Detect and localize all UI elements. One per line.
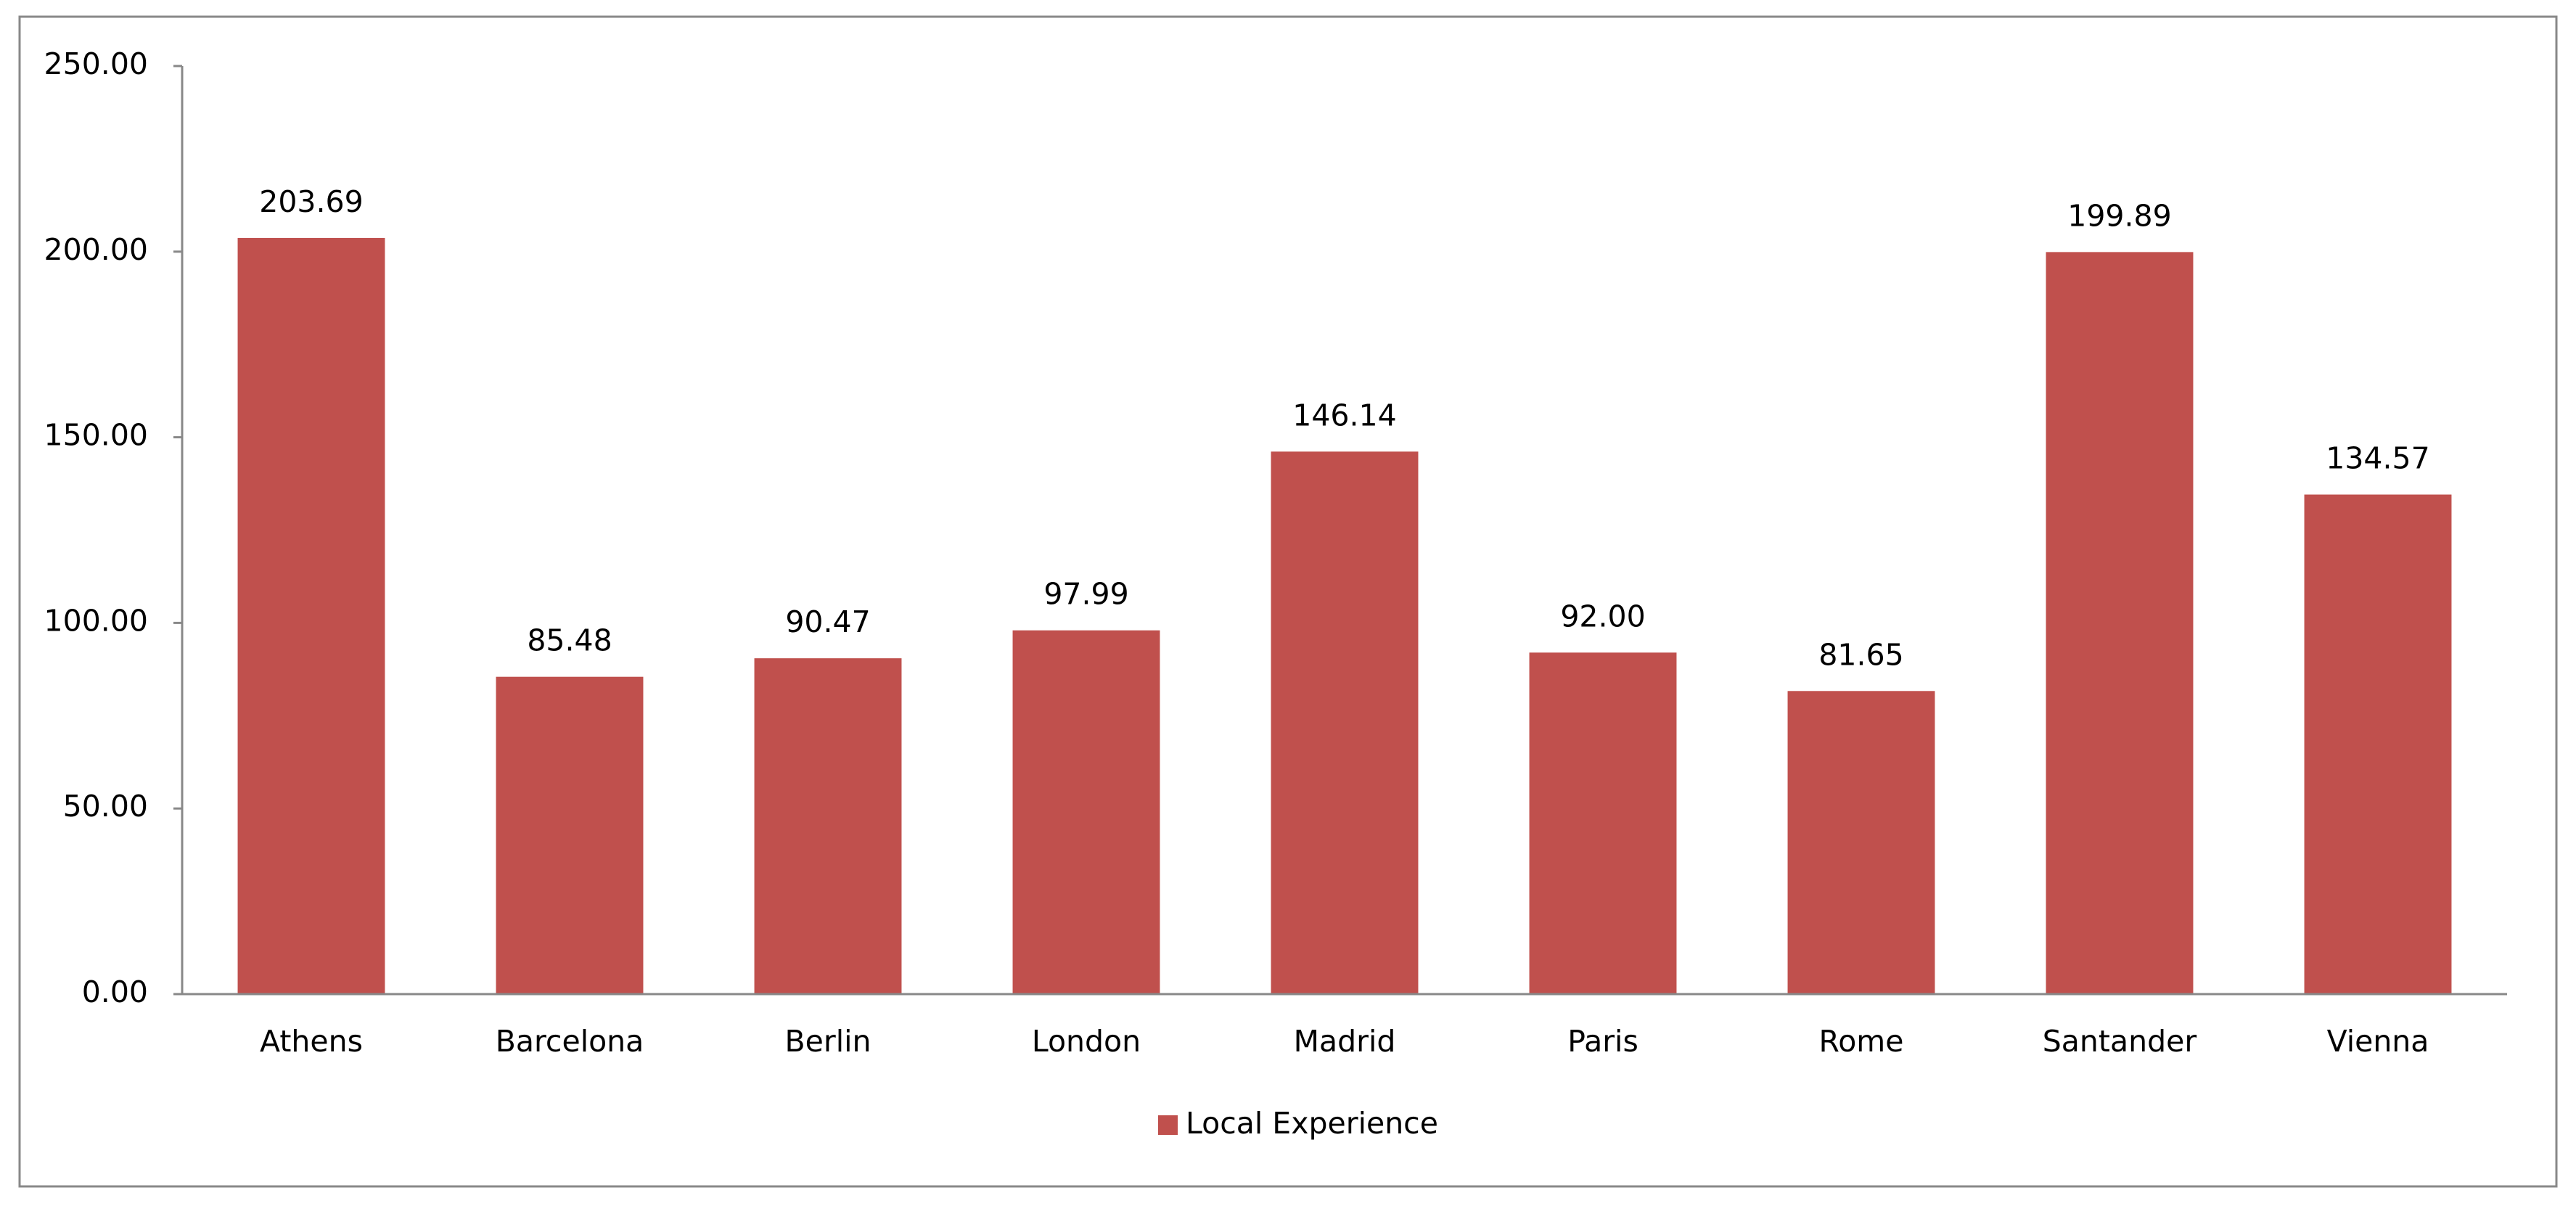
x-tick-label: Santander [2043, 1024, 2197, 1059]
bar [496, 676, 644, 994]
y-tick-label: 250.00 [44, 46, 148, 81]
value-label: 199.89 [2067, 198, 2171, 233]
value-label: 92.00 [1560, 599, 1645, 633]
value-label: 203.69 [259, 184, 363, 219]
value-label: 134.57 [2326, 441, 2429, 476]
value-label: 81.65 [1818, 637, 1903, 672]
value-label: 97.99 [1043, 577, 1128, 612]
y-tick-label: 200.00 [44, 232, 148, 267]
bar [1271, 451, 1419, 994]
y-tick-label: 150.00 [44, 418, 148, 453]
legend-label: Local Experience [1186, 1106, 1438, 1141]
bar [1787, 691, 1935, 994]
legend-swatch [1158, 1115, 1178, 1135]
y-tick-label: 0.00 [82, 975, 148, 1009]
bar [754, 658, 902, 994]
x-tick-label: Paris [1567, 1024, 1638, 1059]
value-label: 90.47 [785, 604, 870, 639]
x-tick-label: Madrid [1294, 1024, 1396, 1059]
bar [237, 237, 385, 994]
value-label: 146.14 [1292, 398, 1396, 432]
bar [1529, 652, 1677, 994]
bar [2046, 252, 2194, 994]
y-tick-label: 100.00 [44, 603, 148, 638]
x-tick-label: Barcelona [496, 1024, 644, 1059]
value-label: 85.48 [527, 623, 612, 658]
y-tick-label: 50.00 [63, 789, 148, 824]
bar [2304, 494, 2452, 994]
x-tick-label: Berlin [785, 1024, 871, 1059]
x-tick-label: London [1032, 1024, 1141, 1059]
x-tick-label: Athens [260, 1024, 363, 1059]
x-tick-label: Rome [1819, 1024, 1904, 1059]
x-tick-label: Vienna [2327, 1024, 2429, 1059]
bar [1012, 630, 1160, 994]
